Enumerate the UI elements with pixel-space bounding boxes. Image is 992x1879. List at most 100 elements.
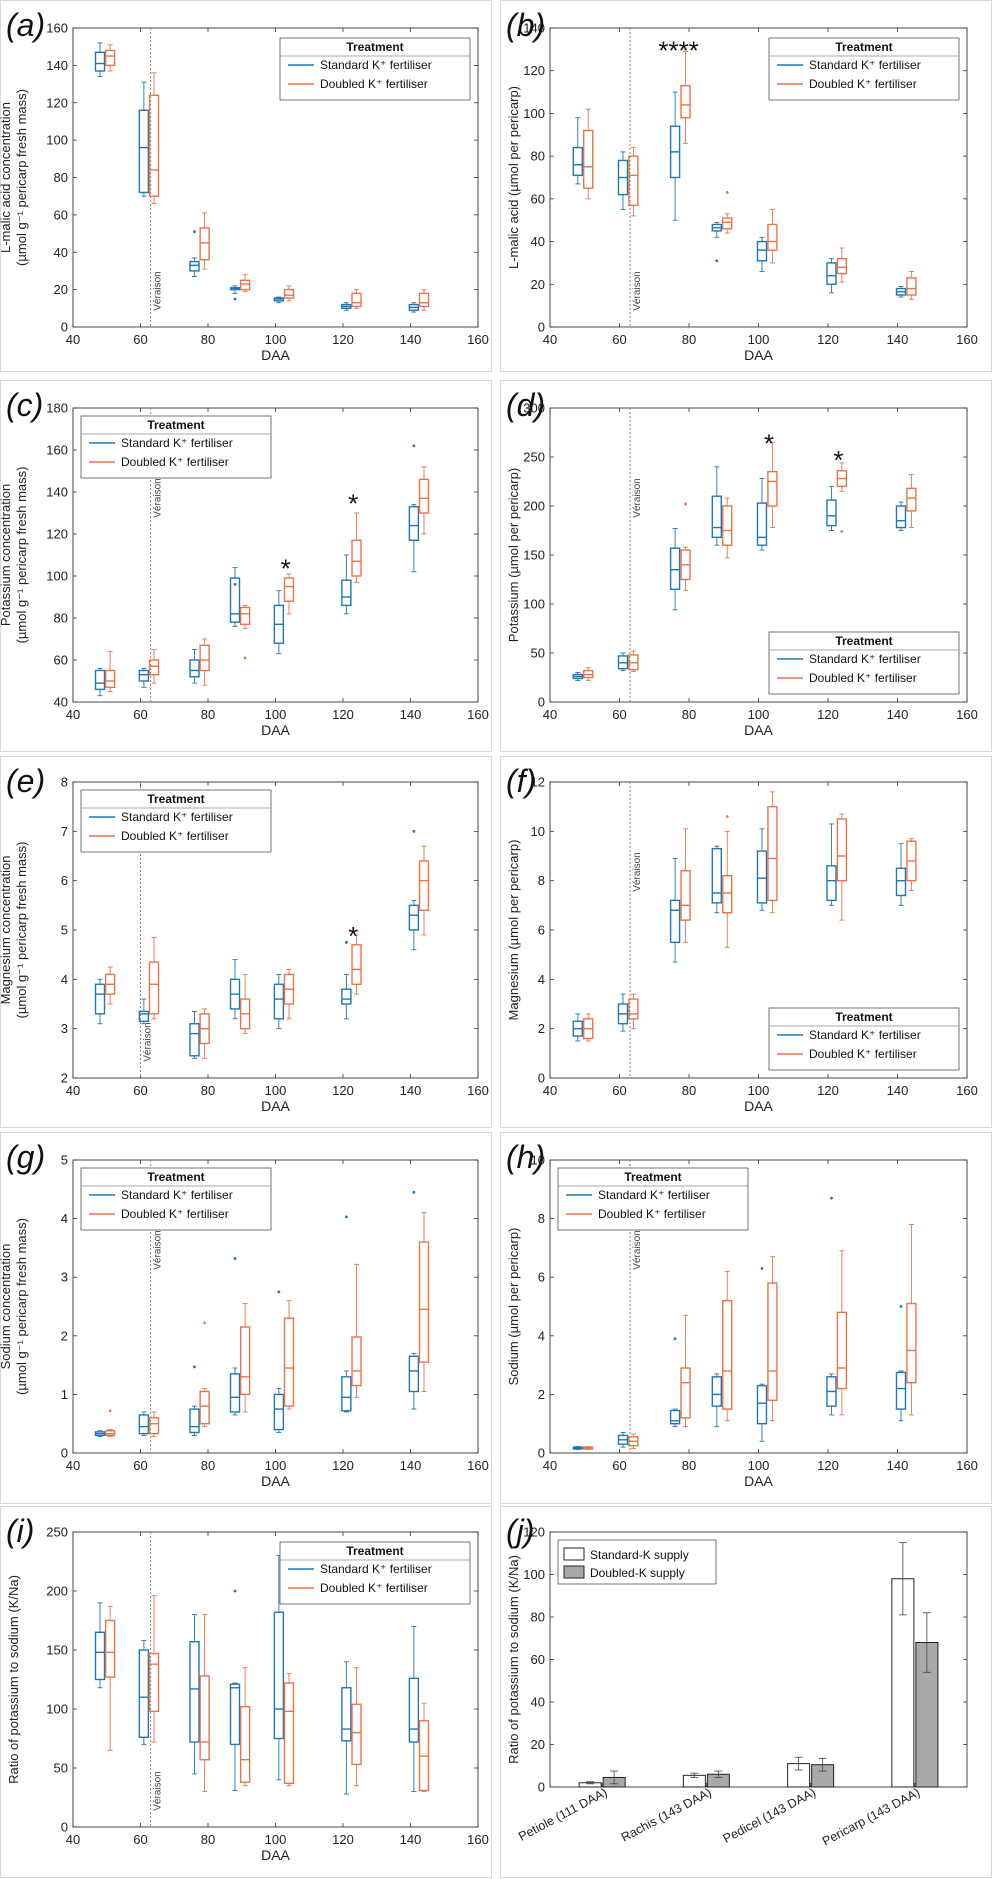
box (239, 1705, 251, 1783)
y-tick-label: 2 (538, 1021, 545, 1036)
panel-label: (b) (506, 7, 545, 43)
y-tick-label: 250 (46, 1525, 68, 1540)
x-tick-label: 60 (612, 707, 626, 722)
legend-swatch (563, 1565, 585, 1579)
y-tick-label: 4 (61, 972, 68, 987)
x-tick-label: 140 (887, 332, 909, 347)
box-plot (138, 1411, 150, 1436)
box (341, 579, 352, 607)
x-tick-label: 140 (887, 1458, 909, 1473)
box-plot (722, 815, 733, 948)
x-tick-label: 100 (748, 1083, 770, 1098)
veraison-label: Véraison (153, 1771, 164, 1810)
box-plot (669, 858, 681, 963)
x-tick-label: 80 (201, 1083, 215, 1098)
box (94, 51, 106, 72)
box (767, 1282, 778, 1401)
y-tick-label: 120 (46, 95, 68, 110)
legend: Treatment Standard K⁺ fertiliser Doubled K… (768, 631, 960, 695)
outlier-point (412, 829, 416, 833)
box-plot (628, 650, 639, 673)
y-tick-label: 6 (538, 923, 545, 938)
box-plot (138, 667, 150, 688)
box (680, 870, 691, 921)
box-plot (189, 1614, 200, 1775)
y-tick-label: 140 (523, 21, 545, 36)
y-tick-label: 6 (61, 873, 68, 888)
box-plot (341, 1215, 352, 1413)
box-plot (283, 1300, 295, 1410)
box-plot (669, 91, 681, 221)
box-plot (229, 1257, 241, 1416)
x-tick-label: 140 (887, 707, 909, 722)
outlier-point (233, 1589, 237, 1593)
box (199, 227, 210, 261)
x-tick-label: 120 (817, 332, 839, 347)
outlier-point (233, 297, 237, 301)
box-plot (104, 966, 116, 1005)
x-tick-label: 40 (66, 1458, 80, 1473)
y-tick-label: 10 (531, 1153, 545, 1168)
box-plot (341, 940, 352, 1020)
x-tick-label: 60 (133, 1832, 147, 1847)
box-plot (628, 147, 639, 217)
y-axis-label: L-malic acid (µmol per pericarp) (506, 86, 521, 269)
legend-title: Treatment (624, 1170, 681, 1184)
box-plot (189, 1365, 200, 1436)
y-tick-label: 0 (61, 1820, 68, 1835)
box (711, 495, 722, 539)
box-plot (104, 1605, 116, 1751)
y-axis-label: Ratio of potassium to sodium (K/Na) (6, 1575, 21, 1784)
box-plot (617, 151, 629, 210)
box-plot (669, 1337, 681, 1428)
outlier-point (193, 230, 196, 234)
legend-title: Treatment (835, 1010, 892, 1024)
box (711, 1376, 722, 1407)
box-plot (711, 221, 722, 263)
y-tick-label: 300 (523, 401, 545, 416)
y-tick-label: 120 (523, 1525, 545, 1540)
y-tick-label: 200 (46, 1584, 68, 1599)
outlier-point (412, 444, 416, 448)
box-plot (617, 993, 629, 1032)
veraison-label: Véraison (153, 271, 164, 310)
box-plot (680, 828, 691, 943)
box-plot (138, 81, 150, 197)
box-plot (836, 247, 848, 283)
box-plot (680, 1314, 691, 1428)
x-tick-label: 80 (682, 707, 696, 722)
legend-title: Treatment (147, 1170, 204, 1184)
box-plot (341, 302, 352, 311)
x-axis-label: DAA (744, 1098, 773, 1114)
outlier-point (673, 1337, 677, 1341)
veraison-label: Véraison (632, 852, 643, 891)
y-tick-label: 50 (54, 1761, 68, 1776)
legend: Treatment Standard K⁺ fertiliser Doubled K… (80, 789, 272, 853)
legend-title: Treatment (346, 40, 403, 54)
legend-entry: Doubled-K supply (590, 1566, 685, 1580)
box (94, 1631, 106, 1681)
x-tick-label: 120 (817, 1083, 839, 1098)
box (138, 1649, 150, 1739)
box (341, 988, 352, 1005)
box-plot (418, 1702, 430, 1793)
box-plot (572, 672, 583, 681)
box (408, 1677, 420, 1743)
box (418, 860, 430, 911)
x-tick-label: 160 (467, 1832, 489, 1847)
x-tick-label: 120 (332, 1083, 354, 1098)
legend: Standard-K supply Doubled-K supply (557, 1539, 717, 1585)
y-tick-label: 8 (538, 873, 545, 888)
box-plot (273, 973, 285, 1030)
veraison-label: Véraison (632, 478, 643, 517)
significance-mark: * (348, 921, 358, 951)
x-tick-label: 160 (467, 1083, 489, 1098)
legend-frame (80, 415, 272, 479)
x-tick-label: 80 (201, 332, 215, 347)
box (273, 983, 285, 1020)
box (273, 1393, 285, 1431)
legend-entry: Doubled K⁺ fertiliser (320, 1581, 428, 1595)
x-tick-label: 140 (887, 1083, 909, 1098)
box (94, 669, 106, 691)
box (104, 1619, 116, 1678)
